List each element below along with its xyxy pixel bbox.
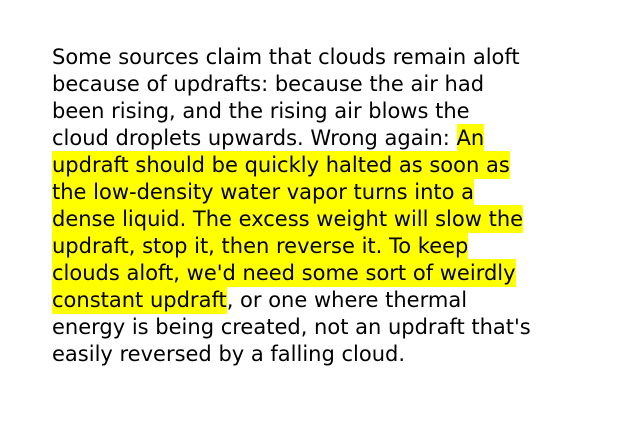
text-line-9: clouds aloft, we'd need some sort of wei… (52, 259, 612, 287)
line-10-text: , or one where thermal (226, 288, 468, 312)
highlighted-text: updraft should be quickly halted as soon… (52, 151, 510, 179)
line-3-text: been rising, and the rising air blows th… (52, 99, 470, 123)
text-line-11: energy is being created, not an updraft … (52, 314, 612, 341)
highlighted-text: An (456, 124, 485, 152)
document-paragraph: Some sources claim that clouds remain al… (52, 44, 612, 368)
highlighted-text: the low-density water vapor turns into a (52, 178, 475, 206)
text-line-6: the low-density water vapor turns into a (52, 178, 612, 206)
highlighted-text: updraft, stop it, then reverse it. To ke… (52, 232, 469, 260)
highlighted-text: dense liquid. The excess weight will slo… (52, 205, 524, 233)
line-2-text: because of updrafts: because the air had (52, 72, 485, 96)
text-line-2: because of updrafts: because the air had (52, 71, 612, 98)
text-line-3: been rising, and the rising air blows th… (52, 98, 612, 125)
text-line-4: cloud droplets upwards. Wrong again: An (52, 124, 612, 152)
text-line-10: constant updraft, or one where thermal (52, 286, 612, 314)
text-line-5: updraft should be quickly halted as soon… (52, 151, 612, 179)
line-1-text: Some sources claim that clouds remain al… (52, 45, 520, 69)
text-line-12: easily reversed by a falling cloud. (52, 341, 612, 368)
line-4-text: cloud droplets upwards. Wrong again: (52, 126, 457, 150)
line-12-text: easily reversed by a falling cloud. (52, 342, 406, 366)
line-11-text: energy is being created, not an updraft … (52, 315, 531, 339)
text-line-8: updraft, stop it, then reverse it. To ke… (52, 232, 612, 260)
text-line-1: Some sources claim that clouds remain al… (52, 44, 612, 71)
highlighted-text: clouds aloft, we'd need some sort of wei… (52, 259, 516, 287)
highlighted-text: constant updraft (52, 286, 227, 314)
text-line-7: dense liquid. The excess weight will slo… (52, 205, 612, 233)
